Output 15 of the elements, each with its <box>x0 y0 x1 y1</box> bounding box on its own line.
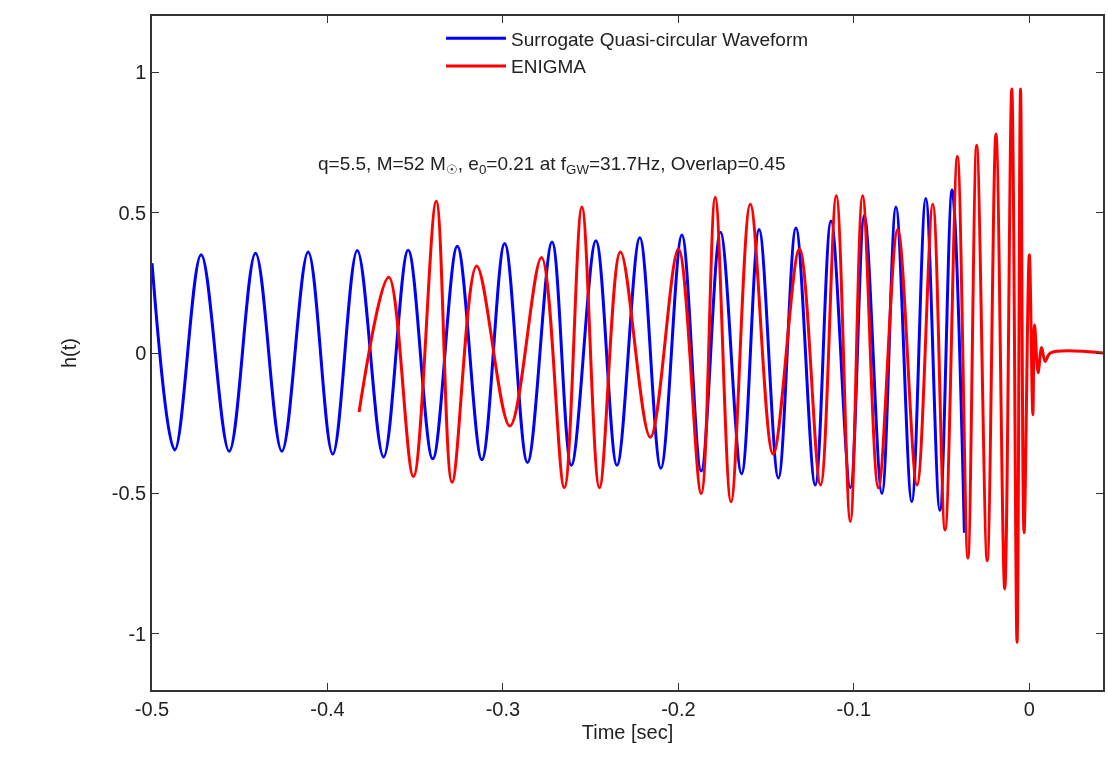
x-tick-label: 0 <box>1023 697 1035 720</box>
y-tick-label: 0 <box>135 342 147 364</box>
x-tick-label: -0.4 <box>310 697 345 720</box>
annotation: q=5.5, M=52 M$_{☉}$, e$_{0}$=0.21 at f$_{GW}$=31.7Hz, Overlap=0.45 <box>318 153 786 177</box>
y-tick-label: -0.5 <box>111 482 147 505</box>
y-tick-label: 0.5 <box>118 201 147 224</box>
y-tick-label: 1 <box>135 61 147 84</box>
legend-label: ENIGMA <box>511 56 587 78</box>
y-axis-title: h(t) <box>57 338 80 368</box>
x-tick-label: -0.3 <box>485 697 521 720</box>
legend-label: Surrogate Quasi-circular Waveform <box>511 28 809 50</box>
x-tick-label: -0.2 <box>661 697 696 720</box>
y-tick-label: -1 <box>128 622 147 645</box>
x-tick-label: -0.1 <box>836 697 872 720</box>
x-axis-title: Time [sec] <box>581 720 674 743</box>
